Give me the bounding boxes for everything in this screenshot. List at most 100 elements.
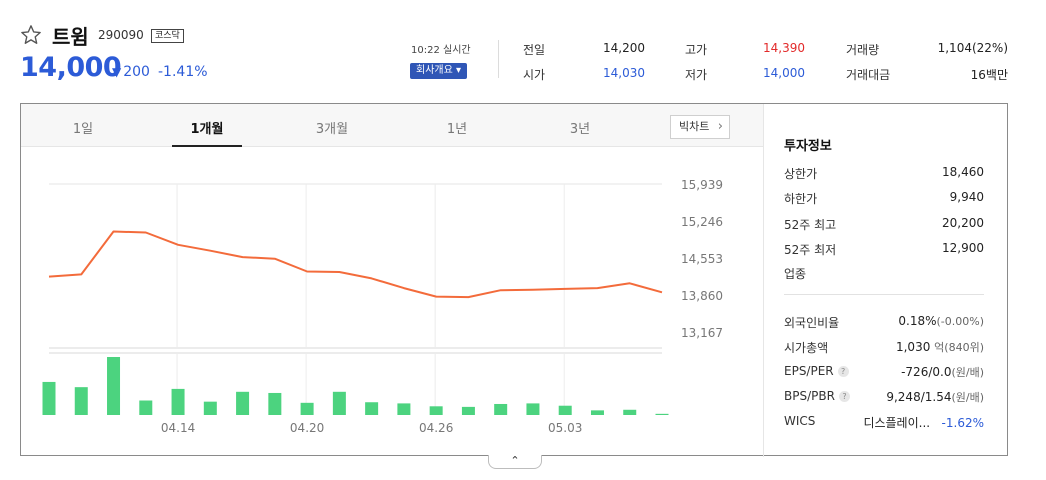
high52-label: 52주 최고 [784,218,837,232]
volume-bar [526,403,540,415]
divider [498,40,499,78]
tab-1d[interactable]: 1일 [72,122,94,137]
high-value: 14,390 [763,41,805,55]
volume-bar [494,403,508,415]
bps-pbr-label: BPS/PBR? [784,389,850,403]
investment-info: 투자정보 상한가 18,460 하한가 9,940 52주 최고 20,200 … [784,104,984,457]
price-chart[interactable]: 15,939 15,246 14,553 13,860 13,167 04.14 04.20… [21,147,763,457]
down-arrow-icon: ▼ [112,65,122,79]
market-cap: 1,030 [895,340,931,354]
price-line [48,230,663,299]
sector-label: 업종 [784,267,807,281]
chevron-up-icon: ⌃ [510,454,520,467]
volume-bar [268,392,282,415]
big-chart-label: 빅차트 [679,120,710,133]
volume-bar [203,401,217,415]
foreign-ratio: 0.18% [898,314,937,328]
x-tick-label: 05.03 [548,421,582,435]
company-overview-button[interactable]: 회사개요 ▾ [410,63,467,79]
volume-bar [139,400,153,415]
eps-per-value: -726/0.0(원/배) [901,364,984,380]
volume-bar [461,406,475,415]
big-chart-button[interactable]: 빅차트 › [670,115,730,139]
current-price: 14,000 [20,52,122,83]
market-cap-value: 1,030 억(840위) [896,339,984,355]
y-tick-label: 14,553 [681,252,723,266]
trade-amount-label: 거래대금 [846,68,891,82]
open-label: 시가 [523,68,546,82]
collapse-button[interactable]: ⌃ [488,455,542,469]
period-tabs: 1일 1개월 3개월 1년 3년 빅차트 › [21,104,763,147]
volume-bar [623,409,637,415]
market-cap-unit: 억 [934,341,945,354]
chevron-right-icon: › [717,119,723,134]
eps-per: -726/0.0 [901,365,952,379]
upper-limit-label: 상한가 [784,167,818,181]
lower-limit-label: 하한가 [784,192,818,206]
low-value: 14,000 [763,66,805,80]
chart-panel: 1일 1개월 3개월 1년 3년 빅차트 › 15,939 15,246 14,553… [20,103,1008,457]
trade-amount-value: 16백만 [970,68,1008,82]
prev-close-label: 전일 [523,43,546,57]
volume-bar [236,391,250,415]
market-cap-label: 시가총액 [784,341,829,355]
tab-1y[interactable]: 1년 [446,122,468,137]
volume-bar [590,410,604,415]
stock-header: 트윔 290090 코스닥 14,000 ▼ 200 -1.41% 10:22 실… [0,0,1046,100]
volume-bar [332,391,346,415]
volume-bar [74,387,88,415]
y-tick-label: 13,167 [681,326,723,340]
help-icon[interactable]: ? [838,391,850,402]
change-percent: -1.41% [158,64,208,80]
divider [784,294,984,295]
wics-label: WICS [784,414,816,428]
volume-bar [42,381,56,415]
realtime-time: 10:22 실시간 [411,45,471,56]
bps-pbr-value: 9,248/1.54(원/배) [886,389,984,405]
tab-3y[interactable]: 3년 [569,122,591,137]
tab-3m[interactable]: 3개월 [315,122,349,137]
bps-pbr: 9,248/1.54 [886,390,952,404]
volume-value: 1,104(22%) [937,41,1008,55]
wics-sector[interactable]: 디스플레이... [863,416,931,430]
bps-pbr-text: BPS/PBR [784,389,835,403]
x-tick-label: 04.26 [419,421,453,435]
x-tick-label: 04.20 [290,421,324,435]
market-badge: 코스닥 [151,29,184,43]
upper-limit-value: 18,460 [942,165,984,179]
high52-value: 20,200 [942,216,984,230]
price-change: ▼ 200 [112,64,150,80]
help-icon[interactable]: ? [837,366,849,377]
low-label: 저가 [685,68,708,82]
divider [763,104,764,457]
change-value: 200 [123,64,150,80]
foreign-ratio-value: 0.18%(-0.00%) [898,314,984,328]
foreign-ratio-change: (-0.00%) [936,315,985,328]
star-icon[interactable] [20,24,42,46]
wics-value: 디스플레이... -1.62% [863,414,984,431]
x-tick-label: 04.14 [161,421,195,435]
eps-per-text: EPS/PER [784,364,834,378]
bps-pbr-unit: (원/배) [951,391,984,404]
y-tick-label: 13,860 [681,289,723,303]
y-tick-label: 15,246 [681,215,723,229]
low52-label: 52주 최저 [784,243,837,257]
wics-change: -1.62% [941,416,984,430]
volume-bar [171,388,185,415]
volume-bar [429,406,443,415]
y-tick-label: 15,939 [681,178,723,192]
market-cap-rank: (840위) [944,341,984,354]
active-tab-indicator [172,145,242,147]
prev-close-value: 14,200 [603,41,645,55]
stock-code: 290090 [98,28,144,42]
volume-bar [107,357,121,415]
high-label: 고가 [685,43,708,57]
lower-limit-value: 9,940 [949,190,984,204]
eps-per-label: EPS/PER? [784,364,849,378]
info-title: 투자정보 [784,139,832,154]
tab-1m[interactable]: 1개월 [190,122,224,137]
foreign-ratio-label: 외국인비율 [784,316,840,330]
stock-name: 트윔 [52,25,89,49]
volume-bar [397,403,411,415]
volume-bar [300,402,314,415]
